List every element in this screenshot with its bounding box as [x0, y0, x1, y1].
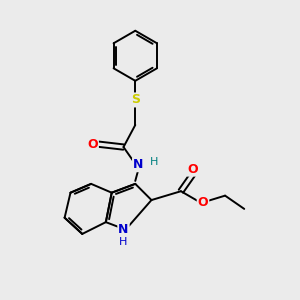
- Text: H: H: [119, 237, 128, 247]
- Text: N: N: [133, 158, 143, 171]
- Text: O: O: [198, 196, 208, 209]
- Text: H: H: [150, 157, 159, 167]
- Text: O: O: [188, 163, 198, 176]
- Text: S: S: [131, 93, 140, 106]
- Text: O: O: [87, 138, 98, 151]
- Text: N: N: [118, 223, 129, 236]
